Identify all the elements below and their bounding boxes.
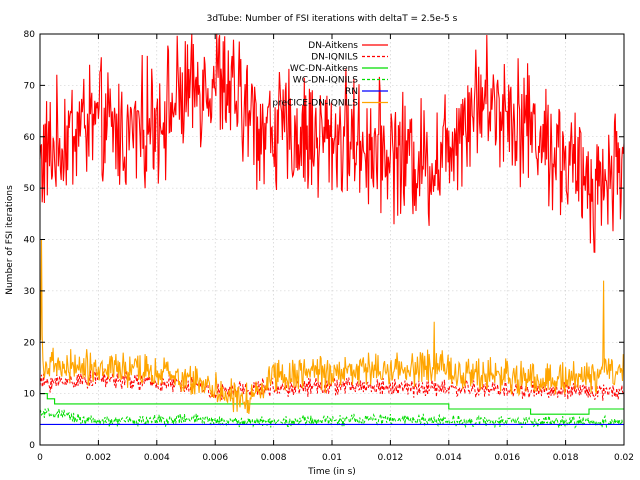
x-tick-label: 0 bbox=[37, 453, 43, 463]
y-tick-label: 40 bbox=[24, 236, 36, 246]
y-tick-label: 30 bbox=[24, 287, 36, 297]
series-line-wc-dn-iqnils bbox=[39, 407, 625, 430]
x-tick-label: 0.014 bbox=[436, 453, 462, 463]
y-tick-label: 10 bbox=[24, 390, 36, 400]
series-line-wc-dn-aitkens bbox=[40, 393, 624, 415]
series-line-dn-aitkens bbox=[39, 33, 625, 253]
legend-label-dn-iqnils: DN-IQNILS bbox=[311, 53, 358, 63]
x-tick-label: 0.02 bbox=[614, 453, 634, 463]
y-axis-label: Number of FSI iterations bbox=[5, 185, 15, 295]
axis-ticks: 0 0.002 0.004 0.006 0.008 0.01 0.012 0.014 0.016… bbox=[24, 30, 634, 463]
x-tick-label: 0.006 bbox=[202, 453, 228, 463]
legend-label-wc-dn-aitkens: WC-DN-Aitkens bbox=[290, 64, 358, 74]
y-tick-label: 80 bbox=[24, 30, 36, 40]
series-line-precice-dn-iqnils bbox=[39, 239, 625, 414]
series-lines bbox=[39, 33, 625, 430]
chart-title: 3dTube: Number of FSI iterations with de… bbox=[207, 14, 458, 24]
y-tick-label: 60 bbox=[24, 133, 36, 143]
x-tick-label: 0.004 bbox=[144, 453, 170, 463]
x-tick-label: 0.016 bbox=[494, 453, 520, 463]
legend-label-rn: RN bbox=[345, 87, 358, 97]
legend-label-dn-aitkens: DN-Aitkens bbox=[308, 41, 358, 51]
y-tick-label: 0 bbox=[29, 441, 35, 451]
legend-label-precice-dn-iqnils: preCICE-DN-IQNILS bbox=[272, 99, 358, 109]
x-tick-label: 0.002 bbox=[86, 453, 112, 463]
x-tick-label: 0.01 bbox=[322, 453, 342, 463]
legend-label-wc-dn-iqnils: WC-DN-IQNILS bbox=[293, 76, 358, 86]
y-tick-label: 50 bbox=[24, 184, 36, 194]
x-tick-label: 0.008 bbox=[261, 453, 287, 463]
x-axis-label: Time (in s) bbox=[307, 467, 356, 477]
y-tick-label: 20 bbox=[24, 338, 36, 348]
x-tick-label: 0.012 bbox=[378, 453, 404, 463]
y-tick-label: 70 bbox=[24, 81, 36, 91]
x-tick-label: 0.018 bbox=[553, 453, 579, 463]
